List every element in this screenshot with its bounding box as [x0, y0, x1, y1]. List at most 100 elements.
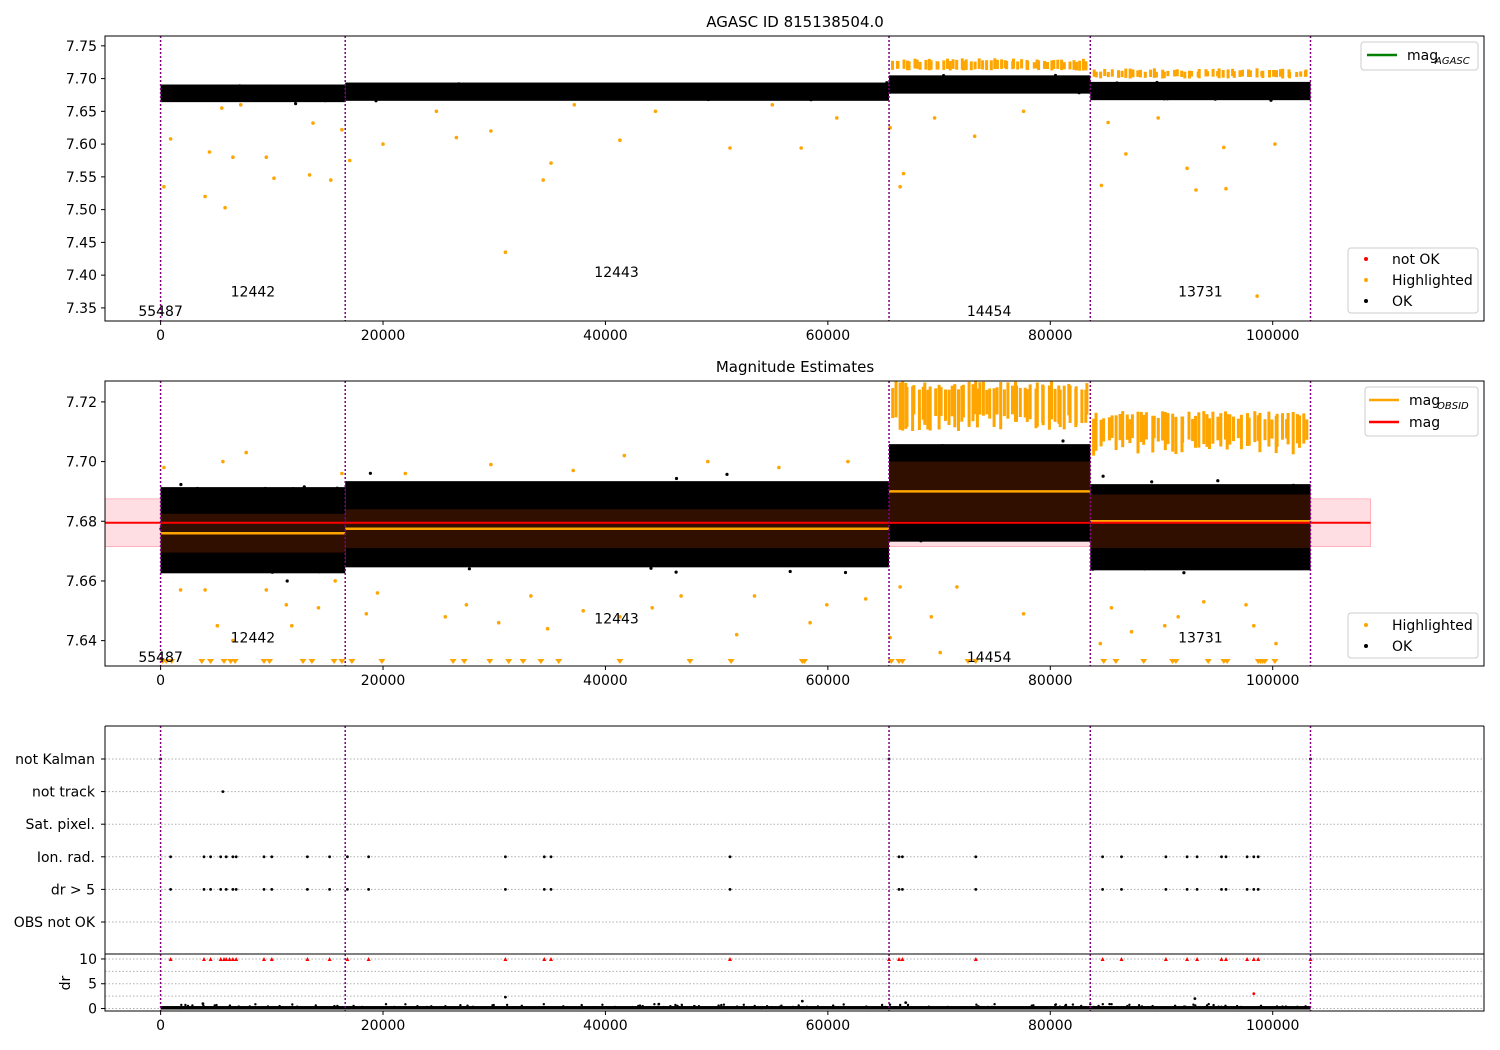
ok-point — [480, 86, 484, 91]
ok-point — [995, 518, 999, 522]
highlighted-point — [238, 103, 243, 107]
ok-point — [934, 463, 939, 467]
ok-point — [1261, 546, 1266, 550]
ok-point — [908, 81, 912, 85]
out-of-range-marker — [378, 659, 386, 664]
ok-point — [1214, 524, 1218, 528]
highlighted-point — [496, 620, 501, 625]
highlighted-point — [1185, 166, 1189, 171]
ok-point — [467, 567, 471, 571]
ok-point — [1019, 510, 1023, 514]
dr-point — [990, 1005, 994, 1009]
ok-point — [990, 525, 994, 529]
ok-point — [339, 524, 343, 529]
dr-point — [904, 1001, 908, 1004]
ok-point — [679, 551, 683, 555]
ok-point — [304, 549, 308, 553]
ok-point — [942, 84, 946, 88]
dr-point — [277, 1006, 281, 1009]
ok-point — [1253, 511, 1257, 516]
ok-point — [1113, 96, 1117, 100]
ok-point — [280, 98, 285, 102]
dr-point — [766, 1007, 770, 1010]
ok-point — [1214, 566, 1218, 571]
highlighted-point — [622, 453, 627, 458]
ok-point — [529, 519, 533, 523]
ok-point — [1215, 559, 1219, 564]
dr-capped-marker — [1163, 956, 1168, 961]
ok-point — [404, 511, 409, 515]
ok-point — [813, 547, 817, 551]
ok-point — [1077, 91, 1081, 95]
ok-point — [289, 510, 293, 514]
ok-point — [926, 528, 930, 532]
out-of-range-marker — [616, 659, 624, 664]
ok-point — [333, 561, 337, 565]
ok-point — [372, 516, 376, 521]
ok-point — [317, 570, 321, 574]
ok-point — [1056, 82, 1060, 86]
dr-point — [1151, 1004, 1154, 1008]
flag-point — [219, 888, 223, 891]
ok-point — [1289, 507, 1293, 511]
ok-point — [840, 93, 844, 97]
ok-point — [708, 92, 712, 96]
out-of-range-marker — [449, 659, 457, 664]
dr-capped-marker — [1224, 956, 1228, 961]
ok-point — [1241, 533, 1245, 537]
ok-point — [1240, 486, 1244, 490]
ok-point — [1011, 497, 1015, 501]
panel2-frame — [104, 380, 1485, 667]
highlighted-point — [264, 155, 269, 159]
ok-point — [636, 89, 640, 93]
panel1-xtick-label: 20000 — [361, 328, 406, 344]
ok-point — [1271, 86, 1275, 90]
ok-point — [166, 514, 170, 518]
ok-point — [756, 488, 760, 492]
ok-point — [1202, 89, 1206, 93]
ok-point — [245, 543, 249, 547]
ok-point — [1040, 85, 1044, 89]
ok-point — [213, 490, 217, 494]
ok-point — [1183, 516, 1187, 520]
ok-point — [910, 486, 914, 490]
ok-point — [518, 86, 522, 90]
ok-point — [284, 500, 288, 504]
ok-point — [986, 512, 991, 516]
ok-point — [459, 508, 463, 512]
panel2-ytick-label: 7.70 — [66, 455, 97, 471]
panel1-ytick-label: 7.60 — [66, 137, 97, 153]
dr-point — [243, 1006, 247, 1009]
ok-point — [953, 475, 957, 479]
ok-point — [1212, 530, 1216, 534]
dr-point — [462, 1006, 465, 1009]
dr-point — [1260, 1006, 1263, 1009]
ok-point — [1146, 92, 1150, 96]
highlighted-point — [231, 638, 235, 643]
ok-point — [1289, 523, 1293, 528]
ok-point — [1006, 84, 1010, 88]
highlighted-point — [1224, 186, 1228, 191]
ok-point — [338, 88, 342, 92]
ok-point — [889, 455, 893, 459]
ok-point — [1020, 496, 1024, 500]
ok-point — [1247, 508, 1251, 513]
ok-point — [901, 508, 905, 512]
ok-point — [367, 94, 371, 98]
ok-point — [1105, 561, 1109, 565]
ok-point — [292, 93, 296, 97]
ok-point — [335, 486, 339, 490]
ok-point — [770, 541, 774, 545]
highlighted-point — [329, 178, 333, 182]
ok-point — [937, 482, 941, 486]
ok-point — [392, 531, 397, 535]
dr-point — [1097, 1004, 1100, 1008]
ok-point — [710, 88, 714, 92]
flag-point — [328, 888, 331, 891]
dr-point — [880, 1003, 884, 1007]
ok-point — [858, 550, 862, 554]
ok-point — [1208, 93, 1212, 97]
dr-point — [656, 1005, 659, 1009]
ok-point — [725, 472, 729, 476]
